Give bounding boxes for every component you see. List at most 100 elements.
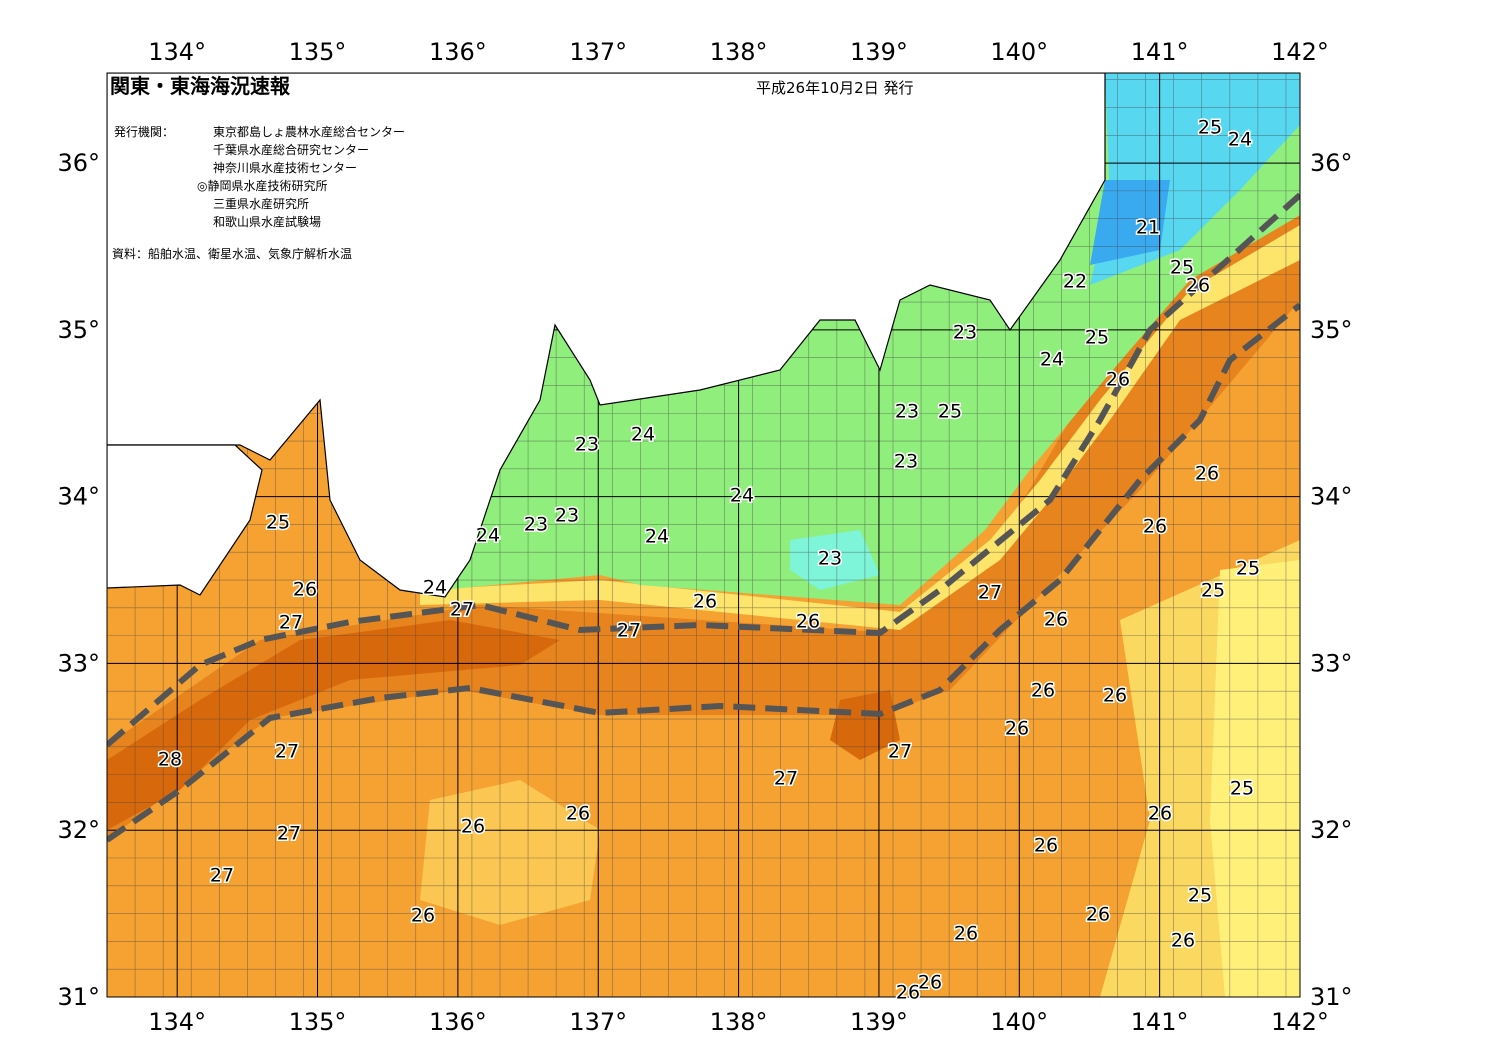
contour-label: 27 bbox=[210, 865, 234, 887]
contour-label: 22 bbox=[1063, 271, 1087, 293]
contour-label: 27 bbox=[279, 612, 303, 634]
contour-label: 26 bbox=[918, 972, 942, 994]
issuer-label: 発行機関： bbox=[114, 124, 174, 139]
contour-label: 25 bbox=[1230, 778, 1254, 800]
contour-label: 24 bbox=[1040, 349, 1064, 371]
contour-label: 26 bbox=[1195, 463, 1219, 485]
contour-label: 26 bbox=[1106, 369, 1130, 391]
land bbox=[107, 444, 263, 596]
kuroshio-edge bbox=[107, 302, 1300, 843]
y-tick-label: 34° bbox=[1310, 483, 1353, 511]
kuroshio-edge bbox=[107, 192, 1300, 748]
x-tick-label: 137° bbox=[569, 1008, 627, 1036]
contour-label: 25 bbox=[1170, 257, 1194, 279]
contour-label: 25 bbox=[938, 401, 962, 423]
contour-label: 26 bbox=[896, 982, 920, 1004]
contour-label: 26 bbox=[461, 816, 485, 838]
x-tick-label: 142° bbox=[1271, 1008, 1329, 1036]
issuer: 和歌山県水産試験場 bbox=[213, 214, 321, 229]
x-tick-label: 137° bbox=[569, 38, 627, 66]
issuer: 三重県水産研究所 bbox=[213, 196, 309, 211]
issuer-list: 東京都島しょ農林水産総合センター千葉県水産総合研究センター神奈川県水産技術センタ… bbox=[197, 124, 405, 229]
contour-label: 26 bbox=[796, 611, 820, 633]
x-tick-label: 138° bbox=[710, 1008, 768, 1036]
contour-label: 27 bbox=[275, 741, 299, 763]
x-tick-label: 135° bbox=[289, 38, 347, 66]
y-tick-label: 32° bbox=[57, 816, 100, 844]
coastal-yellow bbox=[420, 225, 1300, 630]
warm-zone bbox=[420, 780, 600, 925]
contour-label: 26 bbox=[293, 579, 317, 601]
x-tick-label: 141° bbox=[1131, 1008, 1189, 1036]
y-tick-label: 34° bbox=[57, 483, 100, 511]
contour-label: 25 bbox=[1198, 117, 1222, 139]
title: 関東・東海海況速報 bbox=[110, 74, 291, 98]
y-tick-label: 32° bbox=[1310, 816, 1353, 844]
contour-label: 23 bbox=[818, 548, 842, 570]
issuer: 千葉県水産総合研究センター bbox=[213, 142, 369, 157]
contour-label: 25 bbox=[1236, 558, 1260, 580]
contour-label: 24 bbox=[730, 485, 754, 507]
contour-label: 26 bbox=[1148, 803, 1172, 825]
issuer: 神奈川県水産技術センター bbox=[213, 160, 357, 175]
contour-label: 26 bbox=[566, 803, 590, 825]
contour-label: 25 bbox=[266, 512, 290, 534]
contour-label: 26 bbox=[1143, 516, 1167, 538]
contour-label: 23 bbox=[894, 451, 918, 473]
x-tick-label: 141° bbox=[1131, 38, 1189, 66]
cold-blue bbox=[1090, 180, 1170, 265]
contour-label: 25 bbox=[1188, 885, 1212, 907]
contour-label: 23 bbox=[524, 514, 548, 536]
contour-label: 23 bbox=[895, 401, 919, 423]
contour-label: 27 bbox=[774, 768, 798, 790]
x-tick-label: 139° bbox=[850, 1008, 908, 1036]
y-tick-label: 36° bbox=[1310, 149, 1353, 177]
x-tick-label: 136° bbox=[429, 1008, 487, 1036]
issue-date: 平成26年10月2日 発行 bbox=[756, 79, 914, 97]
sea-temperature-field bbox=[107, 73, 1300, 997]
y-tick-label: 36° bbox=[57, 149, 100, 177]
contour-label: 27 bbox=[888, 741, 912, 763]
frame bbox=[106, 72, 1301, 998]
contour-label: 26 bbox=[1034, 835, 1058, 857]
contour-label: 27 bbox=[277, 823, 301, 845]
x-tick-label: 140° bbox=[990, 1008, 1048, 1036]
contour-label: 28 bbox=[158, 749, 182, 771]
contour-label: 23 bbox=[953, 322, 977, 344]
kuroshio-core bbox=[107, 200, 1300, 840]
source: 資料：船舶水温、衛星水温、気象庁解析水温 bbox=[112, 246, 352, 261]
x-tick-label: 142° bbox=[1271, 38, 1329, 66]
contour-label: 26 bbox=[1086, 904, 1110, 926]
y-tick-label: 35° bbox=[1310, 316, 1353, 344]
contour-label: 24 bbox=[645, 526, 669, 548]
contour-label: 21 bbox=[1136, 217, 1160, 239]
x-tick-label: 140° bbox=[990, 38, 1048, 66]
y-tick-label: 31° bbox=[57, 983, 100, 1011]
contour-label: 23 bbox=[575, 434, 599, 456]
contour-label: 26 bbox=[1044, 609, 1068, 631]
contour-label: 27 bbox=[978, 582, 1002, 604]
contour-label: 27 bbox=[450, 599, 474, 621]
cool-cyan-patch bbox=[790, 530, 880, 590]
contour-label: 26 bbox=[693, 591, 717, 613]
cool-zone-east-inner bbox=[1210, 560, 1300, 997]
x-tick-label: 134° bbox=[148, 38, 206, 66]
contour-label: 26 bbox=[1005, 718, 1029, 740]
x-tick-label: 135° bbox=[289, 1008, 347, 1036]
x-tick-label: 136° bbox=[429, 38, 487, 66]
y-tick-label: 33° bbox=[57, 649, 100, 677]
issuer: ◎静岡県水産技術研究所 bbox=[197, 178, 327, 193]
y-tick-label: 33° bbox=[1310, 649, 1353, 677]
y-tick-label: 35° bbox=[57, 316, 100, 344]
contour-label: 26 bbox=[1186, 275, 1210, 297]
contour-label: 26 bbox=[954, 923, 978, 945]
contour-label: 27 bbox=[617, 620, 641, 642]
contour-label: 24 bbox=[631, 424, 655, 446]
contour-label: 24 bbox=[1228, 129, 1252, 151]
contour-label: 25 bbox=[1201, 580, 1225, 602]
contour-label: 25 bbox=[1085, 327, 1109, 349]
contour-label: 26 bbox=[1171, 930, 1195, 952]
y-tick-label: 31° bbox=[1310, 983, 1353, 1011]
